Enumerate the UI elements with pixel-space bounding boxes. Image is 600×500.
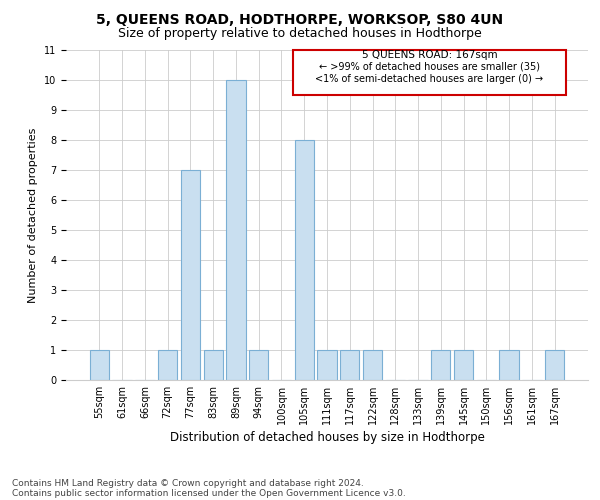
Text: Size of property relative to detached houses in Hodthorpe: Size of property relative to detached ho… [118, 28, 482, 40]
Text: <1% of semi-detached houses are larger (0) →: <1% of semi-detached houses are larger (… [316, 74, 544, 84]
Bar [203, 350, 223, 380]
Bar [295, 140, 314, 380]
Text: Contains public sector information licensed under the Open Government Licence v3: Contains public sector information licen… [12, 488, 406, 498]
Y-axis label: Number of detached properties: Number of detached properties [28, 128, 38, 302]
X-axis label: Distribution of detached houses by size in Hodthorpe: Distribution of detached houses by size … [170, 431, 484, 444]
Bar [293, 50, 566, 95]
Text: Contains HM Land Registry data © Crown copyright and database right 2024.: Contains HM Land Registry data © Crown c… [12, 478, 364, 488]
Text: 5 QUEENS ROAD: 167sqm: 5 QUEENS ROAD: 167sqm [362, 50, 497, 59]
Bar [249, 350, 268, 380]
Bar [454, 350, 473, 380]
Bar [431, 350, 451, 380]
Bar [317, 350, 337, 380]
Text: 5, QUEENS ROAD, HODTHORPE, WORKSOP, S80 4UN: 5, QUEENS ROAD, HODTHORPE, WORKSOP, S80 … [97, 12, 503, 26]
Bar [181, 170, 200, 380]
Bar [545, 350, 564, 380]
Bar [226, 80, 245, 380]
Bar [158, 350, 178, 380]
Bar [499, 350, 519, 380]
Text: ← >99% of detached houses are smaller (35): ← >99% of detached houses are smaller (3… [319, 62, 540, 72]
Bar [363, 350, 382, 380]
Bar [90, 350, 109, 380]
Bar [340, 350, 359, 380]
